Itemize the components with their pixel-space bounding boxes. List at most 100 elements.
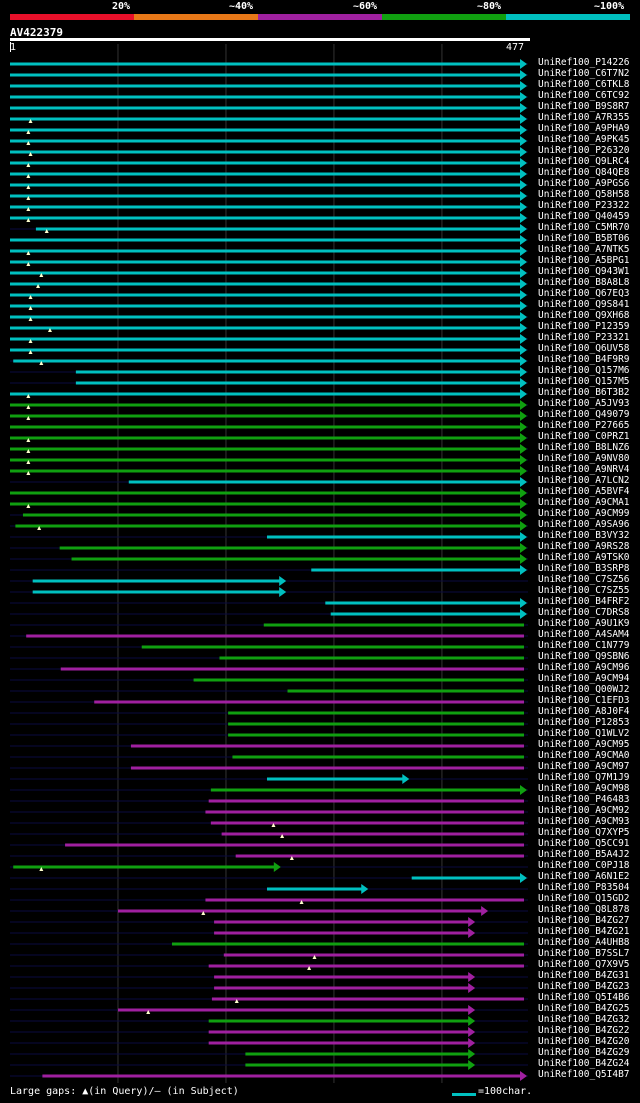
hit-end-arrow — [273, 862, 281, 872]
hit-label[interactable]: UniRef100_P27665 — [538, 420, 630, 431]
hit-label[interactable]: UniRef100_A4UHB8 — [538, 937, 630, 948]
hit-label[interactable]: UniRef100_B3SRP8 — [538, 563, 630, 574]
hit-label[interactable]: UniRef100_C7DRS8 — [538, 607, 630, 618]
legend-label: ~60% — [353, 1, 378, 12]
hit-label[interactable]: UniRef100_Q40459 — [538, 211, 630, 222]
hit-label[interactable]: UniRef100_A5JV93 — [538, 398, 630, 409]
hit-label[interactable]: UniRef100_Q7XYP5 — [538, 827, 630, 838]
hit-label[interactable]: UniRef100_Q00WJ2 — [538, 684, 630, 695]
hit-label[interactable]: UniRef100_B8LNZ6 — [538, 442, 630, 453]
hit-label[interactable]: UniRef100_B6T3B2 — [538, 387, 630, 398]
hit-label[interactable]: UniRef100_Q943W1 — [538, 266, 630, 277]
hit-label[interactable]: UniRef100_Q9SBN6 — [538, 651, 630, 662]
hit-label[interactable]: UniRef100_C0PJ18 — [538, 860, 630, 871]
hit-label[interactable]: UniRef100_P14226 — [538, 57, 630, 68]
hit-label[interactable]: UniRef100_B4FRF2 — [538, 596, 630, 607]
hit-label[interactable]: UniRef100_P46483 — [538, 794, 630, 805]
hit-label[interactable]: UniRef100_B4ZG31 — [538, 970, 630, 981]
hit-label[interactable]: UniRef100_A9U1K9 — [538, 618, 630, 629]
hit-label[interactable]: UniRef100_Q5CC91 — [538, 838, 630, 849]
hit-label[interactable]: UniRef100_A9CM94 — [538, 673, 630, 684]
hit-label[interactable]: UniRef100_B4ZG24 — [538, 1058, 630, 1069]
hit-label[interactable]: UniRef100_Q157M6 — [538, 365, 630, 376]
hit-label[interactable]: UniRef100_A9CM95 — [538, 739, 630, 750]
hit-label[interactable]: UniRef100_Q7M1J9 — [538, 772, 630, 783]
hit-label[interactable]: UniRef100_Q9XH68 — [538, 310, 630, 321]
hit-label[interactable]: UniRef100_B4F9R9 — [538, 354, 630, 365]
hit-label[interactable]: UniRef100_Q5I4B7 — [538, 1069, 630, 1080]
hit-label[interactable]: UniRef100_P12853 — [538, 717, 630, 728]
hit-label[interactable]: UniRef100_B7SSL7 — [538, 948, 630, 959]
hit-label[interactable]: UniRef100_B5A4J2 — [538, 849, 630, 860]
hit-label[interactable]: UniRef100_C7SZ55 — [538, 585, 630, 596]
hit-label[interactable]: UniRef100_B4ZG21 — [538, 926, 630, 937]
hit-label[interactable]: UniRef100_Q58H58 — [538, 189, 630, 200]
hit-label[interactable]: UniRef100_A6N1E2 — [538, 871, 630, 882]
hit-label[interactable]: UniRef100_A8J0F4 — [538, 706, 630, 717]
hit-label[interactable]: UniRef100_A7NTK5 — [538, 244, 630, 255]
hit-label[interactable]: UniRef100_Q1WLV2 — [538, 728, 630, 739]
hit-label[interactable]: UniRef100_C1N779 — [538, 640, 630, 651]
hit-label[interactable]: UniRef100_A5BPG1 — [538, 255, 630, 266]
hit-label[interactable]: UniRef100_Q9LRC4 — [538, 156, 630, 167]
hit-label[interactable]: UniRef100_P12359 — [538, 321, 630, 332]
hit-label[interactable]: UniRef100_Q9S841 — [538, 299, 630, 310]
hit-label[interactable]: UniRef100_B4ZG29 — [538, 1047, 630, 1058]
hit-label[interactable]: UniRef100_Q7X9V5 — [538, 959, 630, 970]
hit-label[interactable]: UniRef100_A9CMA1 — [538, 497, 630, 508]
hit-label[interactable]: UniRef100_B4ZG22 — [538, 1025, 630, 1036]
hit-label[interactable]: UniRef100_Q157M5 — [538, 376, 630, 387]
hit-label[interactable]: UniRef100_C1EFD3 — [538, 695, 630, 706]
hit-label[interactable]: UniRef100_A9CM97 — [538, 761, 630, 772]
hit-label[interactable]: UniRef100_A7LCN2 — [538, 475, 630, 486]
hit-label[interactable]: UniRef100_B8A8L8 — [538, 277, 630, 288]
hit-label[interactable]: UniRef100_P23322 — [538, 200, 630, 211]
hit-label[interactable]: UniRef100_A9CM98 — [538, 783, 630, 794]
hit-label[interactable]: UniRef100_C6T7N2 — [538, 68, 630, 79]
hit-label[interactable]: UniRef100_A9CM96 — [538, 662, 630, 673]
hit-label[interactable]: UniRef100_Q15GD2 — [538, 893, 630, 904]
query-gap-marker — [26, 207, 31, 211]
hit-label[interactable]: UniRef100_Q8L878 — [538, 904, 630, 915]
hit-label[interactable]: UniRef100_C6TKL8 — [538, 79, 630, 90]
hit-label[interactable]: UniRef100_A7R355 — [538, 112, 630, 123]
hit-label[interactable]: UniRef100_A9RS28 — [538, 541, 630, 552]
hit-label[interactable]: UniRef100_A9PHA9 — [538, 123, 630, 134]
query-gap-marker — [26, 185, 31, 189]
hit-label[interactable]: UniRef100_B4ZG20 — [538, 1036, 630, 1047]
hit-label[interactable]: UniRef100_C7SZ56 — [538, 574, 630, 585]
hit-label[interactable]: UniRef100_B3VY32 — [538, 530, 630, 541]
hit-label[interactable]: UniRef100_C6TC92 — [538, 90, 630, 101]
hit-label[interactable]: UniRef100_P26320 — [538, 145, 630, 156]
hit-label[interactable]: UniRef100_B4ZG32 — [538, 1014, 630, 1025]
hit-label[interactable]: UniRef100_A9CMA0 — [538, 750, 630, 761]
hit-label[interactable]: UniRef100_A9CM92 — [538, 805, 630, 816]
hit-label[interactable]: UniRef100_Q6UV58 — [538, 343, 630, 354]
hit-end-arrow — [520, 466, 527, 476]
hit-label[interactable]: UniRef100_B4ZG25 — [538, 1003, 630, 1014]
hit-label[interactable]: UniRef100_P23321 — [538, 332, 630, 343]
hit-label[interactable]: UniRef100_A5BVF4 — [538, 486, 630, 497]
hit-label[interactable]: UniRef100_A9TSK0 — [538, 552, 630, 563]
hit-label[interactable]: UniRef100_B9S8R7 — [538, 101, 630, 112]
hit-label[interactable]: UniRef100_A9PK45 — [538, 134, 630, 145]
hit-label[interactable]: UniRef100_B5BT06 — [538, 233, 630, 244]
hit-label[interactable]: UniRef100_A9PGS6 — [538, 178, 630, 189]
hit-label[interactable]: UniRef100_C0PRZ1 — [538, 431, 630, 442]
hit-label[interactable]: UniRef100_Q84QE8 — [538, 167, 630, 178]
hit-label[interactable]: UniRef100_A9NV80 — [538, 453, 630, 464]
query-gap-marker — [39, 361, 44, 365]
hit-label[interactable]: UniRef100_P83504 — [538, 882, 630, 893]
hit-label[interactable]: UniRef100_Q5I4B6 — [538, 992, 630, 1003]
hit-label[interactable]: UniRef100_A4SAM4 — [538, 629, 630, 640]
hit-label[interactable]: UniRef100_Q67EQ3 — [538, 288, 630, 299]
hit-label[interactable]: UniRef100_Q49079 — [538, 409, 630, 420]
query-gap-marker — [26, 163, 31, 167]
hit-label[interactable]: UniRef100_B4ZG23 — [538, 981, 630, 992]
hit-label[interactable]: UniRef100_A9CM93 — [538, 816, 630, 827]
hit-label[interactable]: UniRef100_A9NRV4 — [538, 464, 630, 475]
hit-label[interactable]: UniRef100_A9CM99 — [538, 508, 630, 519]
hit-label[interactable]: UniRef100_A9SA96 — [538, 519, 630, 530]
hit-label[interactable]: UniRef100_B4ZG27 — [538, 915, 630, 926]
hit-label[interactable]: UniRef100_C5MR70 — [538, 222, 630, 233]
